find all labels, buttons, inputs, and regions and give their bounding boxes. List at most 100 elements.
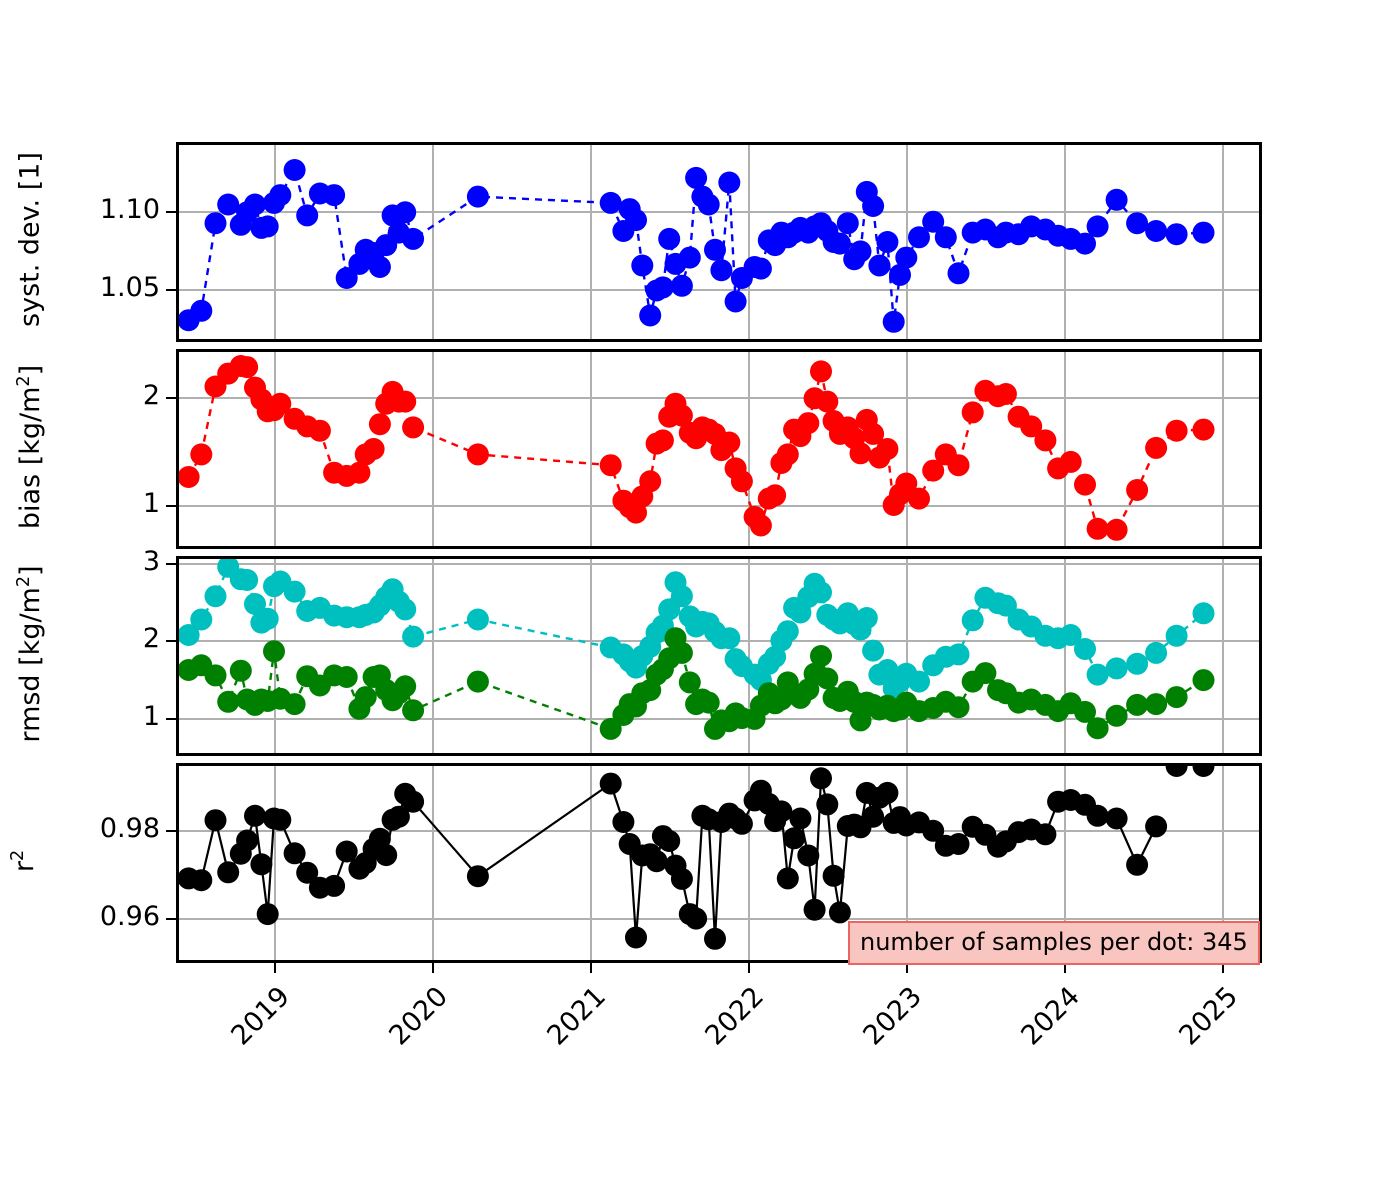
data-point bbox=[1145, 693, 1168, 716]
data-point bbox=[179, 624, 200, 646]
data-point bbox=[776, 620, 799, 643]
data-point bbox=[236, 356, 259, 379]
data-point bbox=[789, 807, 812, 830]
data-point bbox=[797, 412, 820, 435]
data-point bbox=[697, 193, 720, 216]
data-point bbox=[961, 401, 984, 424]
data-point bbox=[704, 238, 726, 261]
data-point bbox=[810, 581, 832, 604]
data-point bbox=[974, 662, 997, 685]
vertical-gridline-2023 bbox=[906, 766, 909, 960]
data-point bbox=[1086, 663, 1109, 686]
data-point bbox=[1145, 436, 1168, 459]
data-point bbox=[466, 670, 489, 693]
panel-rmsd bbox=[176, 556, 1262, 756]
data-point bbox=[1192, 418, 1215, 441]
ytick-mark bbox=[166, 829, 176, 832]
vertical-gridline-2020 bbox=[432, 559, 435, 753]
data-point bbox=[599, 772, 622, 795]
ytick-label-r2-0.98: 0.98 bbox=[99, 812, 160, 844]
xtick-mark-2023 bbox=[906, 963, 909, 973]
data-point bbox=[639, 304, 662, 327]
data-point bbox=[882, 310, 905, 333]
data-point bbox=[1105, 657, 1128, 680]
data-point bbox=[244, 193, 266, 216]
data-point bbox=[730, 812, 753, 835]
vertical-gridline-2022 bbox=[748, 766, 751, 960]
data-point bbox=[678, 671, 701, 694]
vertical-gridline-2023 bbox=[906, 559, 909, 753]
data-point bbox=[348, 461, 371, 484]
samples-annotation: number of samples per dot: 345 bbox=[848, 921, 1260, 965]
panel-syst-dev bbox=[176, 142, 1262, 342]
data-point bbox=[263, 640, 285, 663]
data-point bbox=[1086, 215, 1109, 238]
data-point bbox=[1126, 853, 1149, 876]
series-layer-rmsd bbox=[179, 559, 1215, 740]
series-layer-r2 bbox=[179, 766, 1215, 950]
horizontal-gridline-1.10 bbox=[179, 210, 1259, 213]
vertical-gridline-2025 bbox=[1222, 145, 1225, 339]
vertical-gridline-2024 bbox=[1064, 559, 1067, 753]
data-point bbox=[1126, 479, 1149, 501]
data-point bbox=[335, 840, 358, 863]
xtick-label-2022: 2022 bbox=[699, 981, 771, 1052]
data-point bbox=[1074, 638, 1096, 660]
data-point bbox=[204, 585, 227, 608]
data-point bbox=[908, 487, 930, 510]
data-point bbox=[1192, 602, 1215, 625]
data-point bbox=[862, 805, 885, 828]
data-point bbox=[947, 833, 970, 855]
vertical-gridline-2023 bbox=[906, 145, 909, 339]
data-point bbox=[724, 290, 747, 313]
data-point bbox=[625, 926, 647, 949]
data-point bbox=[217, 861, 240, 884]
xtick-mark-2020 bbox=[432, 963, 435, 973]
xtick-label-2023: 2023 bbox=[857, 981, 929, 1052]
data-point bbox=[810, 645, 832, 667]
data-point bbox=[179, 466, 200, 488]
ytick-mark bbox=[166, 505, 176, 508]
data-point bbox=[1165, 624, 1188, 647]
data-point bbox=[599, 191, 622, 214]
data-point bbox=[994, 594, 1017, 617]
data-point bbox=[718, 627, 741, 650]
data-point bbox=[269, 184, 292, 207]
data-point bbox=[368, 256, 391, 278]
data-point bbox=[612, 811, 635, 833]
ytick-mark bbox=[166, 397, 176, 400]
data-point bbox=[283, 159, 306, 181]
data-point bbox=[599, 717, 622, 740]
data-point bbox=[1126, 212, 1149, 235]
data-point bbox=[308, 419, 331, 442]
xtick-label-2024: 2024 bbox=[1015, 981, 1087, 1052]
data-point bbox=[1165, 419, 1188, 442]
data-point bbox=[394, 390, 417, 413]
data-point bbox=[828, 232, 851, 255]
data-point bbox=[1105, 518, 1128, 541]
data-point bbox=[1086, 804, 1109, 827]
data-point bbox=[678, 246, 701, 269]
xtick-label-2020: 2020 bbox=[383, 981, 454, 1052]
vertical-gridline-2021 bbox=[590, 145, 593, 339]
horizontal-gridline-0.96 bbox=[179, 918, 1259, 921]
data-point bbox=[862, 639, 885, 662]
xtick-mark-2019 bbox=[274, 963, 276, 973]
data-point bbox=[1192, 669, 1215, 692]
vertical-gridline-2024 bbox=[1064, 352, 1067, 546]
data-point bbox=[204, 664, 227, 687]
data-point bbox=[876, 231, 899, 253]
data-point bbox=[190, 443, 213, 466]
vertical-gridline-2020 bbox=[432, 766, 435, 960]
series-line-syst-dev- bbox=[187, 166, 1204, 322]
series-layer-bias bbox=[179, 355, 1215, 541]
data-point bbox=[1086, 517, 1109, 540]
data-point bbox=[402, 416, 425, 439]
ytick-label-r2-0.96: 0.96 bbox=[99, 901, 160, 933]
vertical-gridline-2021 bbox=[590, 559, 593, 753]
data-point bbox=[1145, 815, 1168, 838]
data-point bbox=[718, 171, 741, 194]
data-point bbox=[908, 226, 930, 249]
data-point bbox=[269, 808, 292, 831]
data-point bbox=[466, 185, 489, 208]
